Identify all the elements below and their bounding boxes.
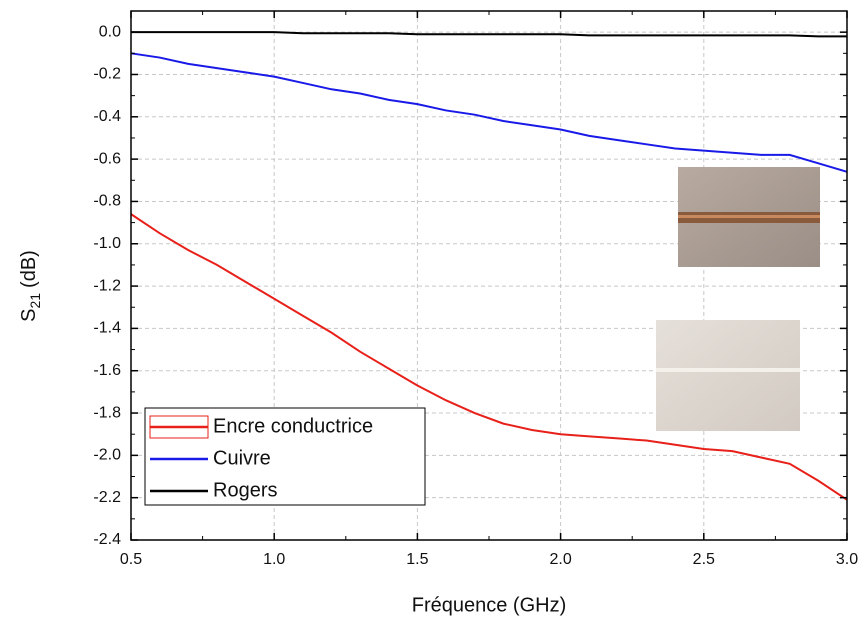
y-tick-label: 0.0: [99, 23, 121, 40]
y-tick-label: -0.2: [93, 66, 121, 83]
y-tick-label: -0.4: [93, 108, 121, 125]
y-tick-label: -1.6: [93, 362, 121, 379]
legend-label: Encre conductrice: [213, 415, 373, 437]
y-tick-label: -0.6: [93, 150, 121, 167]
y-tick-label: -1.2: [93, 277, 121, 294]
y-label-sub: 21: [27, 293, 43, 309]
series-line: [130, 52, 848, 173]
y-tick-label: -2.0: [93, 447, 121, 464]
y-tick-label: -1.0: [93, 235, 121, 252]
inset-photo-copper: [678, 167, 820, 267]
series-line: [130, 213, 848, 501]
legend: Encre conductrice Cuivre Rogers: [144, 407, 426, 506]
x-tick-label: 0.5: [120, 551, 142, 568]
y-tick-label: -2.4: [93, 531, 121, 548]
y-tick-label: -2.2: [93, 489, 121, 506]
x-tick-label: 3.0: [836, 551, 858, 568]
y-label-main: S: [18, 309, 40, 322]
x-tick-label: 2.5: [693, 551, 715, 568]
x-axis-label: Fréquence (GHz): [412, 594, 567, 616]
y-axis-label: S21 (dB): [18, 250, 42, 322]
y-label-unit: (dB): [18, 250, 40, 288]
x-tick-label: 1.5: [406, 551, 428, 568]
x-tick-label: 1.0: [263, 551, 285, 568]
y-tick-label: -0.8: [93, 193, 121, 210]
x-tick-label: 2.0: [549, 551, 571, 568]
series-line: [131, 31, 847, 38]
y-tick-label: -1.8: [93, 404, 121, 421]
legend-label: Rogers: [213, 479, 277, 501]
legend-label: Cuivre: [213, 447, 271, 469]
inset-photo-ink: [656, 320, 800, 431]
y-tick-label: -1.4: [93, 320, 121, 337]
